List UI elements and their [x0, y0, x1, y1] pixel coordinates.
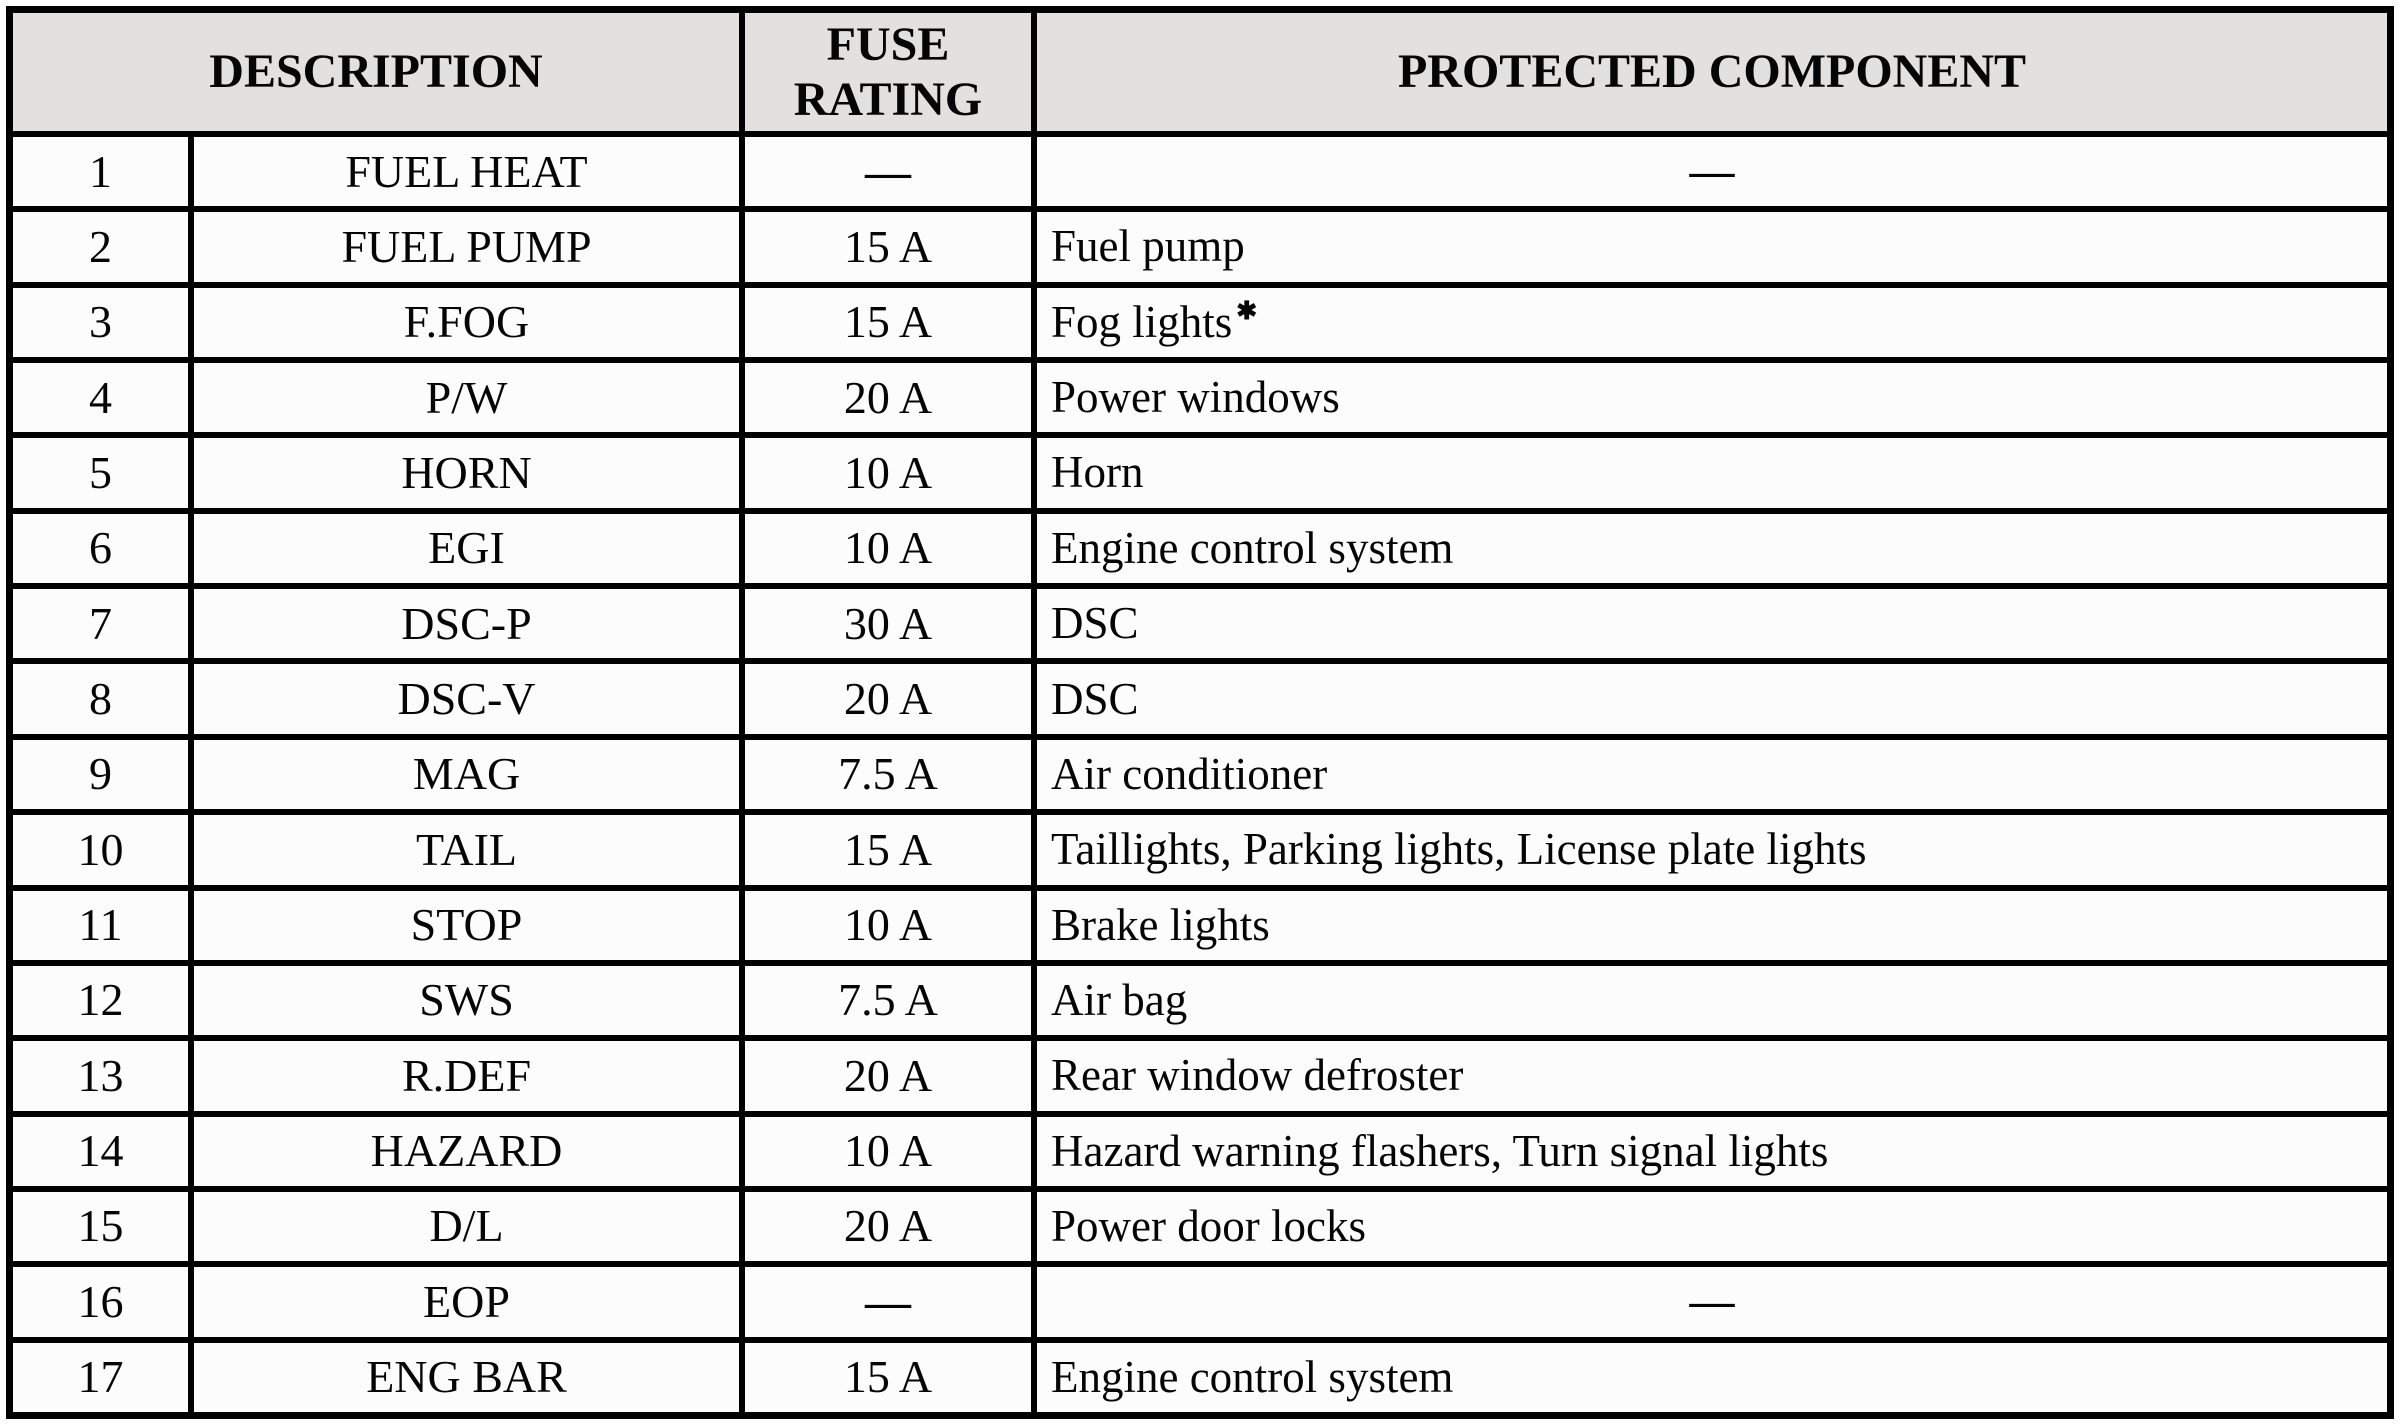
protected-component: Air conditioner	[1037, 739, 2387, 810]
fuse-number: 3	[13, 287, 188, 358]
protected-component-text: Hazard warning flashers, Turn signal lig…	[1051, 1125, 1829, 1176]
fuse-label: HAZARD	[194, 1116, 739, 1186]
protected-component: DSC	[1037, 589, 2387, 659]
protected-component: Engine control system	[1037, 1342, 2387, 1412]
protected-component-text: Air conditioner	[1051, 748, 1328, 799]
fuse-number: 7	[13, 589, 188, 659]
protected-component: Fuel pump	[1037, 212, 2387, 282]
protected-component-text: Air bag	[1051, 974, 1188, 1025]
protected-component-text: Brake lights	[1051, 899, 1270, 950]
protected-component: Power door locks	[1037, 1191, 2387, 1262]
protected-component: Engine control system	[1037, 513, 2387, 584]
fuse-rating: 7.5 A	[745, 739, 1031, 810]
fuse-rating: 20 A	[745, 363, 1031, 433]
protected-component: Hazard warning flashers, Turn signal lig…	[1037, 1116, 2387, 1186]
fuse-number: 2	[13, 212, 188, 282]
protected-component: Brake lights	[1037, 890, 2387, 960]
protected-component-text: —	[1689, 1276, 1735, 1327]
fuse-label: SWS	[194, 965, 739, 1036]
fuse-rating: 10 A	[745, 1116, 1031, 1186]
fuse-number: 14	[13, 1116, 188, 1186]
fuse-number: 15	[13, 1191, 188, 1262]
protected-component: Horn	[1037, 438, 2387, 508]
protected-component-text: Power windows	[1051, 372, 1340, 423]
fuse-number: 9	[13, 739, 188, 810]
fuse-number: 5	[13, 438, 188, 508]
protected-component: —	[1037, 1267, 2387, 1337]
protected-component-text: Horn	[1051, 447, 1144, 498]
fuse-label: MAG	[194, 739, 739, 810]
fuse-rating: 20 A	[745, 664, 1031, 734]
protected-component-text: Engine control system	[1051, 522, 1454, 573]
protected-component: Rear window defroster	[1037, 1041, 2387, 1111]
fuse-label: F.FOG	[194, 287, 739, 358]
fuse-rating: 15 A	[745, 1342, 1031, 1412]
fuse-label: DSC-P	[194, 589, 739, 659]
col-header-description: DESCRIPTION	[13, 13, 739, 131]
fuse-rating: 10 A	[745, 513, 1031, 584]
col-header-fuse-rating: FUSE RATING	[745, 13, 1031, 131]
fuse-number: 17	[13, 1342, 188, 1412]
fuse-rating: 10 A	[745, 890, 1031, 960]
fuse-label: R.DEF	[194, 1041, 739, 1111]
fuse-label: EOP	[194, 1267, 739, 1337]
fuse-rating: 15 A	[745, 815, 1031, 885]
protected-component-text: —	[1689, 146, 1735, 197]
fuse-rating: 30 A	[745, 589, 1031, 659]
fuse-label: D/L	[194, 1191, 739, 1262]
fuse-label: HORN	[194, 438, 739, 508]
protected-component-text: Power door locks	[1051, 1200, 1366, 1251]
fuse-label: P/W	[194, 363, 739, 433]
fuse-rating: 10 A	[745, 438, 1031, 508]
protected-component: DSC	[1037, 664, 2387, 734]
protected-component: —	[1037, 137, 2387, 207]
protected-component-text: DSC	[1051, 598, 1139, 649]
fuse-number: 8	[13, 664, 188, 734]
protected-component: Fog lights ✱	[1037, 287, 2387, 358]
fuse-label: DSC-V	[194, 664, 739, 734]
fuse-label: FUEL PUMP	[194, 212, 739, 282]
protected-component-text: Rear window defroster	[1051, 1050, 1464, 1101]
fuse-label: TAIL	[194, 815, 739, 885]
fuse-number: 10	[13, 815, 188, 885]
fuse-number: 12	[13, 965, 188, 1036]
fuse-label: STOP	[194, 890, 739, 960]
fuse-rating: 20 A	[745, 1041, 1031, 1111]
fuse-rating: 15 A	[745, 212, 1031, 282]
fuse-rating: 7.5 A	[745, 965, 1031, 1036]
fuse-number: 11	[13, 890, 188, 960]
protected-component-text: Fuel pump	[1051, 221, 1245, 272]
col-header-protected-component: PROTECTED COMPONENT	[1037, 13, 2387, 131]
fuse-rating: —	[745, 1267, 1031, 1337]
fuse-label: ENG BAR	[194, 1342, 739, 1412]
protected-component-text: Engine control system	[1051, 1351, 1454, 1402]
protected-component-text: Fog lights	[1051, 296, 1233, 347]
protected-component: Taillights, Parking lights, License plat…	[1037, 815, 2387, 885]
footnote-asterisk: ✱	[1236, 298, 1258, 326]
fuse-number: 1	[13, 137, 188, 207]
fuse-number: 13	[13, 1041, 188, 1111]
protected-component-text: Taillights, Parking lights, License plat…	[1051, 824, 1867, 875]
fuse-label: EGI	[194, 513, 739, 584]
fuse-rating: —	[745, 137, 1031, 207]
fuse-rating: 15 A	[745, 287, 1031, 358]
protected-component-text: DSC	[1051, 673, 1139, 724]
fuse-rating: 20 A	[745, 1191, 1031, 1262]
protected-component: Air bag	[1037, 965, 2387, 1036]
fuse-label: FUEL HEAT	[194, 137, 739, 207]
fuse-number: 6	[13, 513, 188, 584]
fuse-number: 4	[13, 363, 188, 433]
fuse-number: 16	[13, 1267, 188, 1337]
fuse-table: DESCRIPTION FUSE RATING PROTECTED COMPON…	[6, 6, 2394, 1419]
protected-component: Power windows	[1037, 363, 2387, 433]
